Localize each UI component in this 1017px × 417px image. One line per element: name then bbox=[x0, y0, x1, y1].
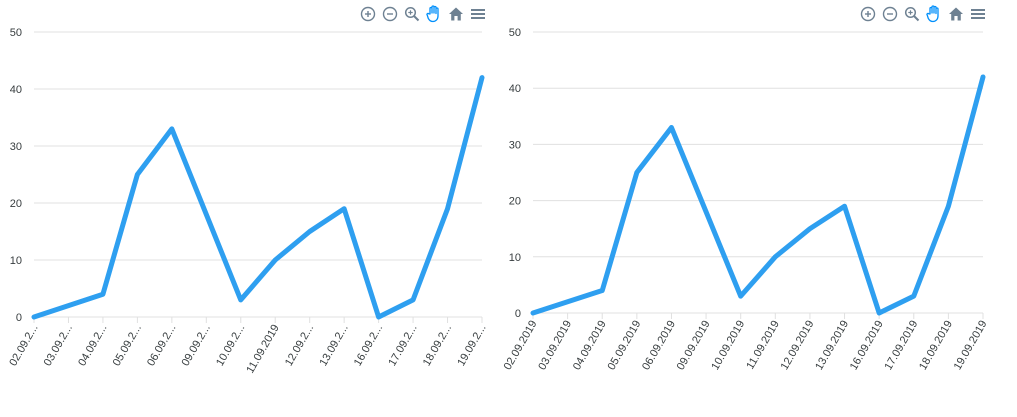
x-tick-label: 06.09.2019 bbox=[640, 319, 678, 373]
y-tick-label: 30 bbox=[10, 141, 22, 153]
x-tick-label: 09.09.2019 bbox=[675, 319, 713, 373]
chart-panel-right: 0 10 20 30 40 50 02.09.2019 03.09.2019 04.09.201… bbox=[500, 0, 995, 417]
line-chart-left: 0 10 20 30 40 50 02.09.2... 03.09.2... 04.09.2..… bbox=[7, 27, 488, 376]
x-tick-label: 10.09.2... bbox=[214, 323, 247, 369]
y-tick-label: 0 bbox=[515, 308, 521, 320]
x-tick-label: 02.09.2... bbox=[7, 323, 40, 369]
y-tick-label: 50 bbox=[509, 27, 521, 39]
x-tick-label: 13.09.2... bbox=[317, 323, 350, 369]
x-tick-label: 18.09.2019 bbox=[917, 319, 955, 373]
y-tick-label: 0 bbox=[16, 312, 22, 324]
pan-hand-icon[interactable] bbox=[425, 5, 443, 23]
line-chart-right: 0 10 20 30 40 50 02.09.201903.09.201904.09.201… bbox=[502, 27, 990, 373]
zoom-in-icon[interactable] bbox=[859, 5, 877, 23]
zoom-out-icon[interactable] bbox=[881, 5, 899, 23]
y-tick-label: 20 bbox=[10, 198, 22, 210]
y-tick-label: 40 bbox=[10, 84, 22, 96]
x-tick-label: 11.09.2019 bbox=[744, 319, 782, 372]
x-tick-label: 04.09.2019 bbox=[571, 319, 609, 373]
x-tick-label: 03.09.2... bbox=[42, 323, 75, 369]
x-tick-label: 16.09.2019 bbox=[848, 319, 886, 373]
series-line[interactable] bbox=[31, 75, 485, 320]
x-tick-label: 03.09.2019 bbox=[536, 319, 574, 373]
x-tick-label: 17.09.2... bbox=[386, 323, 419, 369]
home-icon[interactable] bbox=[947, 5, 965, 23]
x-tick-label: 06.09.2... bbox=[145, 323, 178, 369]
x-tick-label: 09.09.2... bbox=[180, 323, 213, 369]
x-tick-label: 11.09.2019 bbox=[244, 323, 282, 376]
x-tick-label: 12.09.2... bbox=[283, 323, 316, 369]
chart-toolbar-right bbox=[859, 5, 987, 23]
x-tick-label: 04.09.2... bbox=[76, 323, 109, 369]
x-tick-label: 05.09.2... bbox=[111, 323, 144, 369]
x-tick-label: 16.09.2... bbox=[352, 323, 385, 369]
y-tick-label: 10 bbox=[509, 252, 521, 264]
menu-icon[interactable] bbox=[469, 5, 487, 23]
x-tick-label: 05.09.2019 bbox=[606, 319, 644, 373]
x-tick-label: 19.09.2... bbox=[455, 323, 488, 369]
y-tick-label: 20 bbox=[509, 196, 521, 208]
x-tick-label: 18.09.2... bbox=[421, 323, 454, 369]
x-tick-label: 17.09.2019 bbox=[882, 319, 920, 373]
menu-icon[interactable] bbox=[969, 5, 987, 23]
y-tick-label: 40 bbox=[509, 83, 521, 95]
x-tick-label: 13.09.2019 bbox=[813, 319, 851, 373]
x-tick-label: 10.09.2019 bbox=[709, 319, 747, 373]
home-icon[interactable] bbox=[447, 5, 465, 23]
x-tick-label: 02.09.2019 bbox=[502, 319, 540, 373]
chart-toolbar-left bbox=[359, 5, 487, 23]
chart-panel-left: 0 10 20 30 40 50 02.09.2... 03.09.2... 04.09.2..… bbox=[0, 0, 495, 417]
x-tick-label: 12.09.2019 bbox=[779, 319, 817, 373]
y-tick-label: 30 bbox=[509, 139, 521, 151]
x-tick-label: 19.09.2019 bbox=[952, 319, 990, 373]
y-tick-label: 50 bbox=[10, 27, 22, 39]
magnifier-icon[interactable] bbox=[903, 5, 921, 23]
zoom-out-icon[interactable] bbox=[381, 5, 399, 23]
series-line[interactable] bbox=[530, 74, 986, 316]
y-tick-label: 10 bbox=[10, 255, 22, 267]
pan-hand-icon[interactable] bbox=[925, 5, 943, 23]
zoom-in-icon[interactable] bbox=[359, 5, 377, 23]
magnifier-icon[interactable] bbox=[403, 5, 421, 23]
